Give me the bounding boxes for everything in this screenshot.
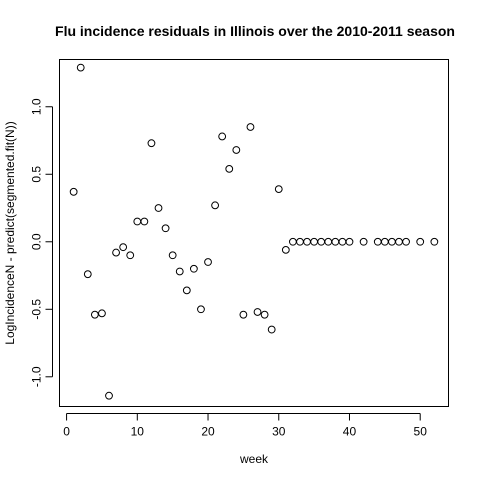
- data-point: [232, 146, 241, 154]
- data-point: [83, 270, 92, 279]
- data-point: [154, 204, 163, 212]
- data-point: [189, 264, 198, 273]
- x-tick-label: 30: [272, 425, 286, 439]
- data-points: [69, 63, 439, 400]
- data-point: [218, 132, 227, 141]
- plot-frame: [59, 59, 449, 407]
- x-axis: 0 10 20 30 40 50: [63, 413, 428, 439]
- y-tick-label: -1.0: [30, 366, 44, 387]
- y-tick-label: 1.0: [30, 98, 44, 115]
- x-axis-label: week: [239, 452, 269, 466]
- x-tick-label: 10: [131, 425, 145, 439]
- data-point: [119, 243, 128, 252]
- data-point: [239, 310, 248, 319]
- data-point: [310, 237, 319, 246]
- data-point: [359, 237, 368, 246]
- data-point: [147, 139, 156, 148]
- data-point: [303, 237, 311, 246]
- data-point: [133, 217, 142, 226]
- data-point: [345, 237, 354, 246]
- data-point: [253, 308, 262, 316]
- data-point: [246, 123, 255, 131]
- data-point: [430, 237, 439, 246]
- data-point: [373, 237, 382, 246]
- data-point: [98, 309, 106, 318]
- chart-title: Flu incidence residuals in Illinois over…: [55, 23, 455, 39]
- data-point: [289, 237, 297, 246]
- data-point: [126, 251, 135, 260]
- data-point: [380, 237, 389, 246]
- data-point: [317, 237, 326, 246]
- y-tick-label: 0.0: [30, 233, 44, 250]
- x-tick-label: 0: [63, 425, 70, 439]
- data-point: [388, 237, 396, 246]
- data-point: [161, 224, 170, 233]
- data-point: [260, 310, 269, 319]
- data-point: [197, 305, 205, 314]
- data-point: [90, 310, 99, 319]
- data-point: [281, 245, 290, 254]
- y-axis: -1.0 -0.5 0.0 0.5 1.0: [30, 98, 53, 387]
- data-point: [267, 325, 276, 334]
- x-tick-label: 40: [343, 425, 357, 439]
- data-point: [324, 237, 333, 246]
- data-point: [69, 187, 78, 196]
- y-tick-label: -0.5: [30, 299, 44, 320]
- data-point: [76, 63, 85, 72]
- data-point: [331, 237, 340, 246]
- x-tick-label: 50: [414, 425, 428, 439]
- data-point: [338, 237, 347, 246]
- x-tick-label: 20: [201, 425, 215, 439]
- data-point: [175, 267, 184, 276]
- data-point: [274, 185, 283, 194]
- data-point: [140, 217, 149, 226]
- data-point: [112, 248, 120, 257]
- data-point: [182, 286, 191, 295]
- data-point: [225, 164, 234, 173]
- data-point: [395, 237, 403, 246]
- y-axis-label: LogIncidenceN - predict(segmented.fit(N)…: [3, 121, 17, 344]
- data-point: [211, 201, 220, 210]
- data-point: [402, 237, 410, 246]
- data-point: [416, 237, 425, 246]
- y-tick-label: 0.5: [30, 166, 44, 183]
- data-point: [105, 391, 113, 400]
- data-point: [296, 237, 304, 246]
- data-point: [204, 258, 212, 266]
- data-point: [168, 251, 177, 260]
